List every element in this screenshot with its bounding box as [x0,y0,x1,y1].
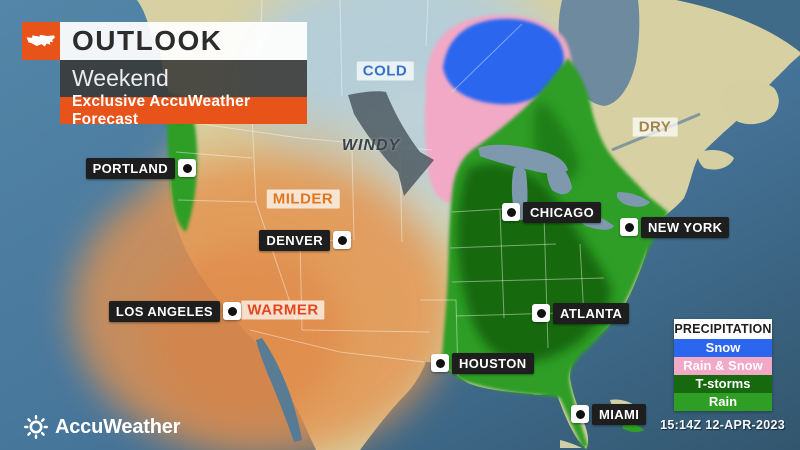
legend-item-snow: Snow [674,339,772,357]
legend-item-t-storms: T-storms [674,375,772,393]
city-los-angeles: LOS ANGELES [108,300,241,322]
newfoundland [721,80,779,125]
city-marker-icon [431,354,449,372]
header: OUTLOOK Weekend Exclusive AccuWeather Fo… [22,22,307,128]
city-chicago: CHICAGO [502,201,602,223]
region-label-dry: DRY [632,117,678,137]
city-marker-icon [223,302,241,320]
accuweather-logo: AccuWeather [24,415,180,439]
city-label: DENVER [259,229,330,251]
page-title: OUTLOOK [72,25,223,56]
city-miami: MIAMI [571,403,647,425]
lake-huron [546,158,572,195]
city-dot [536,308,546,318]
city-label: PORTLAND [85,157,175,179]
sun-icon [24,415,48,439]
subtitle: Weekend [72,65,169,91]
city-marker-icon [333,231,351,249]
city-marker-icon [178,159,196,177]
lake-ontario [616,192,650,207]
legend-rows: Snow Rain & Snow T-storms Rain [674,339,772,411]
city-dot [575,409,585,419]
logo-text: AccuWeather [55,415,181,438]
city-dot [435,358,445,368]
city-label: HOUSTON [452,352,534,374]
northeast-ocean [676,0,800,52]
city-marker-icon [532,304,550,322]
map-timestamp: 15:14Z 12-APR-2023 [660,418,785,432]
lake-superior [478,144,568,174]
region-label-milder: MILDER [266,189,340,209]
city-label: NEW YORK [641,216,730,238]
precipitation-legend: PRECIPITATION Snow Rain & Snow T-storms Rai… [674,319,772,411]
city-dot [227,306,237,316]
outlook-title-bar: OUTLOOK [60,22,307,60]
wind-arrow [348,91,434,196]
city-denver: DENVER [259,229,351,251]
legend-item-rain: Rain [674,393,772,411]
city-dot [337,235,347,245]
nova-scotia [697,150,734,170]
city-marker-icon [620,218,638,236]
legend-title: PRECIPITATION [674,319,772,339]
city-marker-icon [502,203,520,221]
region-label-windy: WINDY [341,137,401,154]
city-houston: HOUSTON [431,352,534,374]
us-map-icon [22,22,60,60]
snow-zone [443,18,564,105]
exclusive-forecast-banner: Exclusive AccuWeather Forecast [60,93,307,128]
banner-text: Exclusive AccuWeather Forecast [72,92,251,128]
city-marker-icon [571,405,589,423]
city-label: LOS ANGELES [108,300,220,322]
city-label: MIAMI [592,403,647,425]
region-label-cold: COLD [356,61,414,81]
city-label: ATLANTA [553,302,630,324]
legend-item-rain-snow: Rain & Snow [674,357,772,375]
state-borders [171,0,605,377]
city-portland: PORTLAND [85,157,196,179]
city-dot [182,163,192,173]
city-label: CHICAGO [523,201,602,223]
region-label-warmer: WARMER [241,300,325,320]
snow-zone-border [451,23,523,93]
city-dot [506,207,516,217]
subtitle-bar: Weekend [60,60,307,97]
city-atlanta: ATLANTA [532,302,630,324]
city-new-york: NEW YORK [620,216,730,238]
city-dot [624,222,634,232]
gulf-of-california [256,338,302,442]
